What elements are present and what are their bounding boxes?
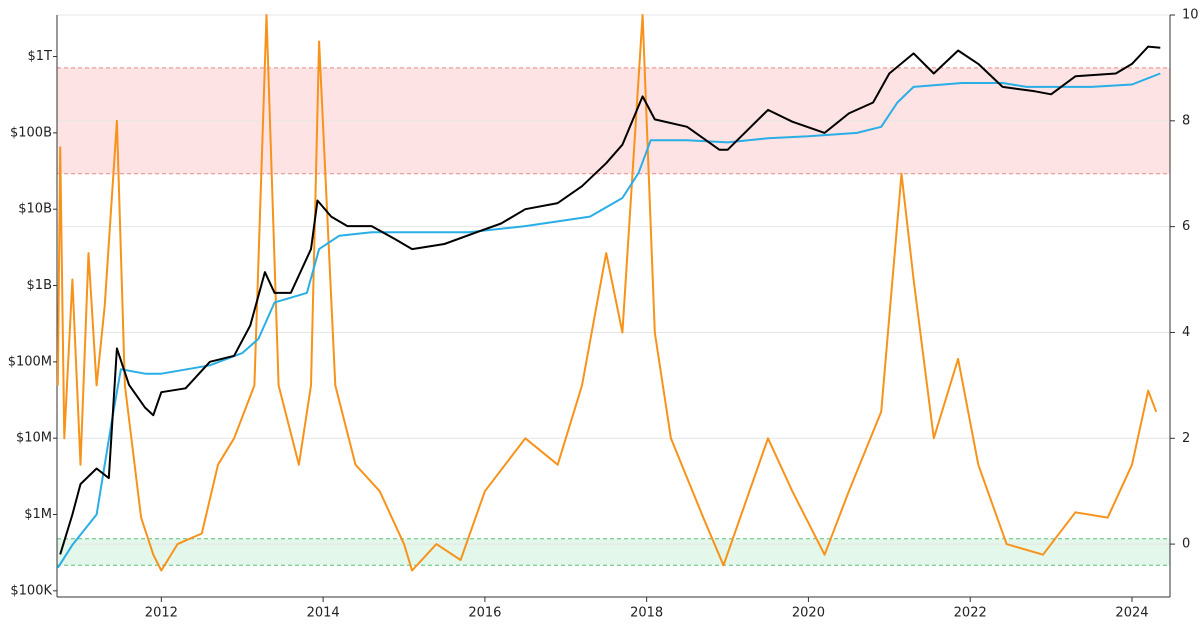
y-tick-label: $10B [18,202,52,217]
y-tick-label: $1M [24,507,52,522]
y-tick-label: $1T [28,49,53,64]
y-tick-label: $100M [8,354,52,369]
x-tick-label: 2016 [468,606,501,621]
y-tick-label: $1B [27,278,52,293]
series-line [56,14,1158,572]
y2-tick-label: 4 [1182,325,1190,340]
y-tick-label: $10M [16,431,52,446]
series-line [56,72,1161,569]
zone-band [57,538,1170,566]
x-tick-label: 2024 [1115,606,1148,621]
x-tick-label: 2014 [307,606,340,621]
y2-tick-label: 10 [1182,8,1199,23]
x-tick-label: 2020 [792,606,825,621]
y2-tick-label: 6 [1182,219,1190,234]
y-tick-label: $100K [10,583,52,598]
y-tick-label: $100B [10,125,52,140]
series-line [59,45,1161,555]
x-tick-label: 2022 [954,606,987,621]
y2-tick-label: 0 [1182,537,1190,552]
y2-tick-label: 8 [1182,113,1190,128]
x-tick-label: 2018 [630,606,663,621]
y2-tick-label: 2 [1182,431,1190,446]
x-tick-label: 2012 [145,606,178,621]
